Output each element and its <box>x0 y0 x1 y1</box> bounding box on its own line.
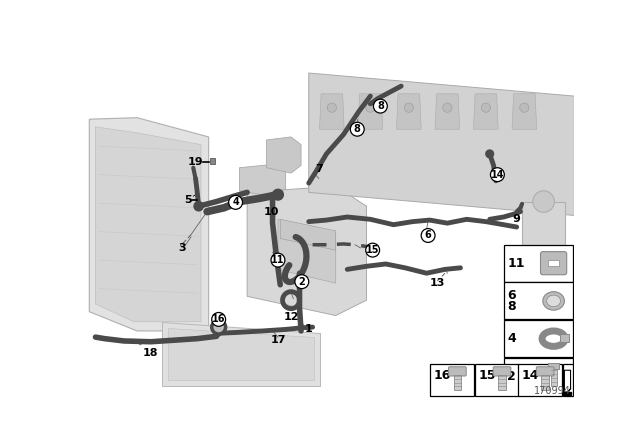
Circle shape <box>404 103 413 112</box>
Bar <box>560 334 569 342</box>
Polygon shape <box>397 94 421 129</box>
Polygon shape <box>90 118 209 331</box>
Text: 7: 7 <box>315 164 323 174</box>
Text: 2: 2 <box>298 277 305 287</box>
FancyBboxPatch shape <box>536 367 554 376</box>
Text: 8: 8 <box>354 124 361 134</box>
Text: 9: 9 <box>513 214 520 224</box>
Polygon shape <box>95 127 201 322</box>
Bar <box>210 159 215 164</box>
Bar <box>518 364 562 396</box>
Text: 6
8: 6 8 <box>508 289 516 313</box>
Text: 15: 15 <box>366 245 380 255</box>
Circle shape <box>228 195 243 209</box>
FancyBboxPatch shape <box>449 367 466 376</box>
Circle shape <box>533 191 554 212</box>
Bar <box>504 282 573 319</box>
Text: 11: 11 <box>271 255 285 265</box>
Text: 16: 16 <box>433 369 451 382</box>
Polygon shape <box>512 94 537 129</box>
Bar <box>498 375 506 390</box>
Text: 6: 6 <box>425 230 431 241</box>
Circle shape <box>212 313 225 326</box>
Bar <box>475 364 519 396</box>
Bar <box>504 320 573 357</box>
Polygon shape <box>564 392 570 395</box>
Bar <box>548 260 559 266</box>
Polygon shape <box>474 94 498 129</box>
Circle shape <box>481 103 490 112</box>
Bar <box>504 358 573 395</box>
Text: 12: 12 <box>284 312 300 322</box>
Circle shape <box>486 150 493 158</box>
Polygon shape <box>319 94 344 129</box>
Circle shape <box>443 103 452 112</box>
Text: 14: 14 <box>521 369 539 382</box>
Text: 4: 4 <box>508 332 516 345</box>
Ellipse shape <box>543 292 564 310</box>
Polygon shape <box>564 370 570 393</box>
Text: 11: 11 <box>508 257 525 270</box>
Bar <box>431 364 474 396</box>
Text: 3: 3 <box>178 243 186 253</box>
Polygon shape <box>280 220 336 250</box>
Text: 15: 15 <box>478 369 495 382</box>
Text: 14: 14 <box>491 170 504 180</box>
Polygon shape <box>247 186 367 315</box>
Circle shape <box>520 103 529 112</box>
Circle shape <box>350 122 364 136</box>
Bar <box>548 362 559 369</box>
Text: 10: 10 <box>264 207 280 217</box>
Text: 4: 4 <box>232 198 239 207</box>
Text: 8: 8 <box>377 101 384 111</box>
Polygon shape <box>163 322 320 386</box>
Text: 1: 1 <box>305 324 312 334</box>
Circle shape <box>273 189 284 200</box>
Circle shape <box>327 103 337 112</box>
Bar <box>541 375 549 390</box>
Text: 5: 5 <box>184 195 191 205</box>
Text: 17: 17 <box>270 335 285 345</box>
Polygon shape <box>278 220 336 283</box>
Circle shape <box>212 320 225 334</box>
FancyBboxPatch shape <box>541 252 566 275</box>
Polygon shape <box>168 328 314 380</box>
Circle shape <box>365 243 380 257</box>
Polygon shape <box>266 137 301 173</box>
Polygon shape <box>522 202 565 279</box>
Polygon shape <box>435 94 460 129</box>
Text: 19: 19 <box>188 156 204 167</box>
Ellipse shape <box>547 295 561 307</box>
Circle shape <box>373 99 387 113</box>
Polygon shape <box>358 94 383 129</box>
Text: 13: 13 <box>429 278 445 288</box>
Circle shape <box>421 228 435 242</box>
Text: 16: 16 <box>212 314 225 324</box>
Circle shape <box>295 275 308 289</box>
Bar <box>504 245 573 282</box>
Circle shape <box>490 168 504 181</box>
Bar <box>550 369 557 386</box>
Circle shape <box>194 202 204 211</box>
Text: 170994: 170994 <box>534 386 570 396</box>
Text: 2: 2 <box>508 370 516 383</box>
FancyBboxPatch shape <box>493 367 511 376</box>
Text: 18: 18 <box>143 348 159 358</box>
Bar <box>563 364 573 396</box>
Polygon shape <box>308 73 575 215</box>
Bar <box>454 375 461 390</box>
Circle shape <box>271 253 285 267</box>
Circle shape <box>365 103 375 112</box>
Polygon shape <box>239 165 285 196</box>
